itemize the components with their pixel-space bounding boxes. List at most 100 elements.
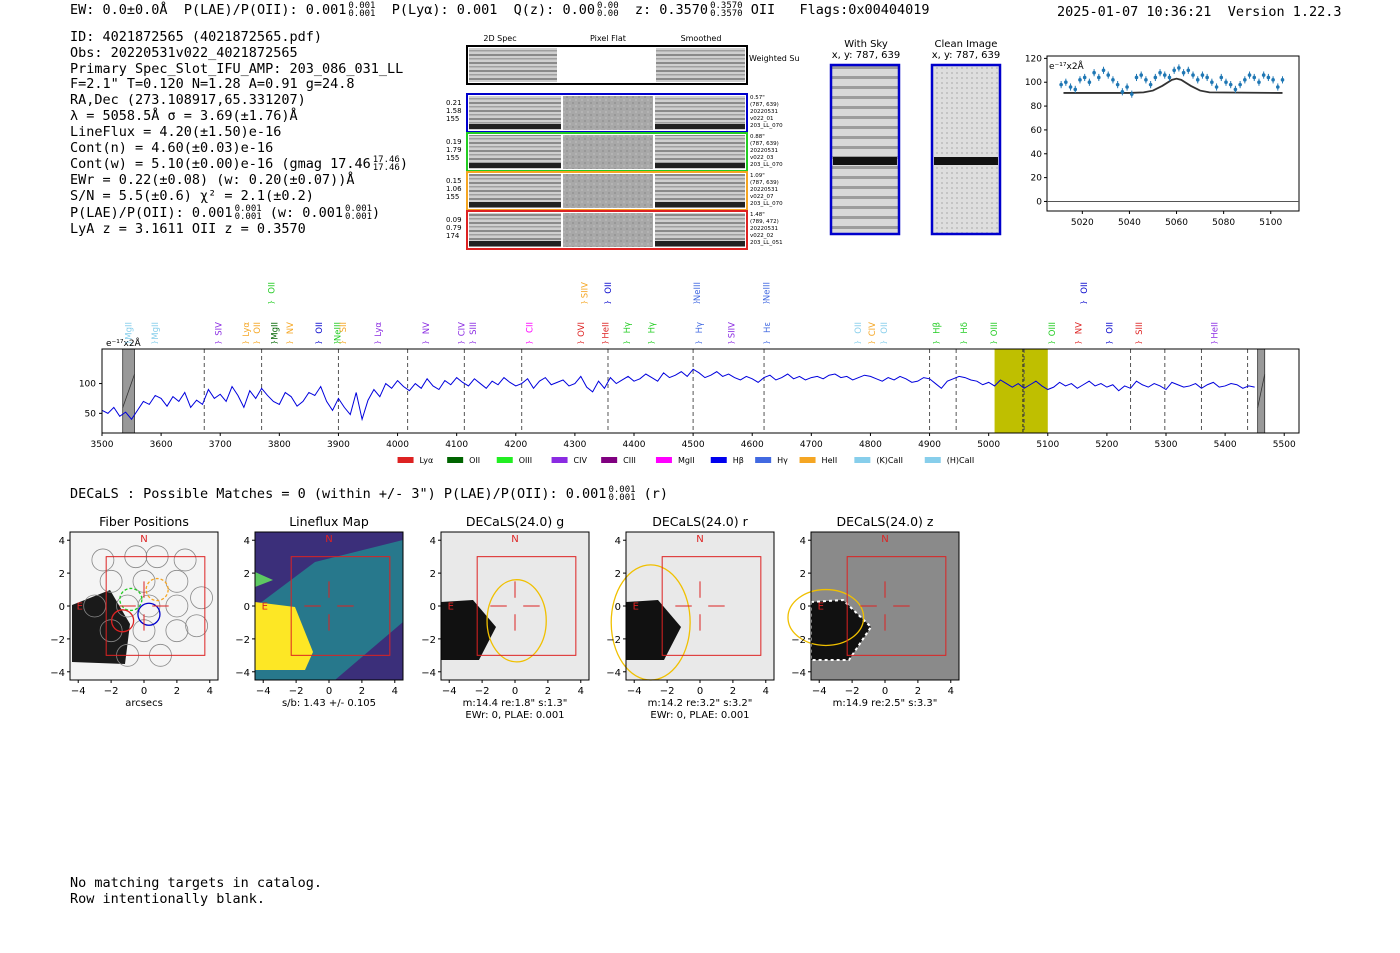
- legend-label: CIII: [623, 456, 636, 465]
- plae-upper: 0.001: [348, 1, 376, 11]
- spectrum-line-label: OII: [253, 322, 263, 334]
- zoom-point: [1186, 68, 1191, 73]
- plae-w-lower: 0.001: [344, 211, 373, 222]
- spectrum-line-brace: }: [374, 340, 382, 344]
- zoom-point: [1134, 75, 1139, 80]
- spectrum-line-label: OVI: [577, 322, 587, 337]
- cutout-row-band: [469, 124, 561, 129]
- cutout-row-value: 1.06: [446, 185, 462, 193]
- fiber-circle: [190, 586, 213, 610]
- panel-xtick-label: −4: [442, 686, 457, 697]
- spectrum-line-label: OIII: [990, 322, 1000, 336]
- spectrum-xtick-label: 5400: [1214, 440, 1237, 450]
- zoom-point: [1205, 75, 1209, 80]
- spectrum-xtick-label: 4100: [445, 440, 468, 450]
- info-plae: P(LAE)/P(OII): 0.001 0.001 0.001 (w: 0.001…: [70, 203, 381, 222]
- panel-ytick-label: 0: [244, 602, 250, 613]
- cutout-row-band: [655, 202, 745, 207]
- spectrum-line-label: SII: [339, 322, 349, 332]
- zoom-point: [1257, 80, 1261, 85]
- spectrum-line-brace: }: [1210, 340, 1218, 344]
- panel-ytick-label: 2: [244, 569, 250, 580]
- spectrum-unit-label: e⁻¹⁷x2Å: [106, 337, 142, 349]
- plae-w-text: (w: 0.001: [269, 204, 343, 221]
- spectrum-line-brace: }: [762, 300, 770, 304]
- zoom-point: [1172, 68, 1176, 73]
- cutout-row-band: [469, 163, 561, 168]
- spectrum-line-brace: }: [1075, 340, 1083, 344]
- spectrum-xtick-label: 5200: [1095, 440, 1118, 450]
- cutout-row-meta: 203_LL_070: [750, 201, 783, 207]
- decals-plae-lower: 0.001: [608, 493, 636, 503]
- panel-ytick-label: −4: [50, 668, 65, 679]
- spectrum-line-brace: }: [648, 340, 656, 344]
- panel-xtick-label: −4: [71, 686, 86, 697]
- panel-xtick-label: 0: [512, 686, 518, 697]
- zoom-point: [1266, 75, 1271, 80]
- zoom-ytick-label: 20: [1031, 174, 1043, 184]
- cutout-row-meta: 203_LL_051: [750, 240, 783, 246]
- panel-xtick-label: −2: [289, 686, 304, 697]
- detection-info: ID: 4021872565 (4021872565.pdf) Obs: 202…: [70, 29, 408, 237]
- cutout-row-flat: [563, 135, 653, 169]
- spectrum-line-label: NV: [1075, 322, 1085, 334]
- panel-xtick-label: 0: [326, 686, 332, 697]
- panel-ytick-label: 2: [59, 569, 65, 580]
- spectrum-line-brace: }: [960, 340, 968, 344]
- legend-label: CIV: [574, 456, 588, 465]
- panel-xtick-label: −2: [475, 686, 490, 697]
- spectrum-mask-hatch: [122, 374, 135, 408]
- search-box: [290, 556, 391, 656]
- zoom-xtick-label: 5100: [1259, 218, 1282, 228]
- legend-swatch: [924, 457, 941, 463]
- panel-ytick-label: 0: [615, 602, 621, 613]
- spectrum-line-label: SIII: [469, 322, 479, 335]
- fiber-circle: [99, 569, 123, 593]
- weighted-sum-2d: [469, 48, 557, 82]
- panel-xtick-label: 2: [545, 686, 551, 697]
- spectrum-line-brace: }: [242, 340, 250, 344]
- spectrum-line-label: CII: [525, 322, 535, 333]
- east-label: E: [448, 601, 454, 612]
- info-plae-lower: 0.001: [234, 211, 262, 222]
- spectrum-xtick-label: 5100: [1036, 440, 1059, 450]
- header-summary: EW: 0.0±0.0Å P(LAE)/P(OII): 0.001 0.001 0.…: [70, 1, 930, 19]
- panel-xtick-label: −4: [256, 686, 271, 697]
- spectrum-xtick-label: 4300: [563, 440, 586, 450]
- east-label: E: [262, 601, 268, 612]
- cutout-row-value: 0.09: [446, 216, 462, 224]
- spectrum-line-brace: }: [253, 340, 261, 344]
- footer-line-1: No matching targets in catalog.: [70, 875, 322, 891]
- cont-w-upper: 17.46: [372, 155, 400, 166]
- spectrum-line-brace: }: [880, 340, 888, 344]
- clean-coords: x, y: 787, 639: [932, 50, 1001, 61]
- zoom-point: [1139, 73, 1144, 77]
- cutout-row-band: [469, 202, 561, 207]
- fiber-green: [119, 587, 143, 612]
- plya-value: P(Lyα): 0.001: [391, 2, 498, 18]
- panel-title: Fiber Positions: [99, 514, 189, 529]
- cont-w-text: Cont(w) = 5.10(±0.00)e-16 (gmag 17.46: [70, 156, 371, 173]
- search-box: [846, 556, 947, 656]
- cutout-row-meta: v022_02: [750, 233, 774, 239]
- legend-swatch: [496, 457, 513, 463]
- spectrum-xtick-label: 3500: [91, 440, 114, 450]
- zoom-point: [1238, 82, 1242, 87]
- zoom-point: [1087, 80, 1092, 85]
- spectrum-line-label: Hγ: [695, 322, 705, 333]
- zoom-xtick-label: 5060: [1165, 218, 1188, 228]
- zoom-ytick-label: 0: [1036, 197, 1042, 207]
- cutout-row-meta: v022_07: [750, 194, 774, 200]
- spectrum-line-brace: }: [990, 340, 998, 344]
- zoom-point: [1214, 85, 1219, 89]
- search-box: [476, 556, 577, 656]
- spectrum-line-label: NV: [286, 322, 296, 334]
- zoom-point: [1195, 78, 1200, 82]
- panel-ytick-label: −4: [791, 668, 806, 679]
- spectrum-line-label: MgII: [151, 322, 161, 340]
- spectrum-line-label: CIV: [457, 322, 467, 336]
- spectral-cutouts: 2D Spec Pixel Flat Smoothed Weighted Sum…: [446, 34, 800, 250]
- panel-caption-2: EWr: 0, PLAE: 0.001: [465, 710, 564, 721]
- cutout-row-meta: 203_LL_070: [750, 123, 783, 129]
- spectrum-line-brace: }: [693, 300, 701, 304]
